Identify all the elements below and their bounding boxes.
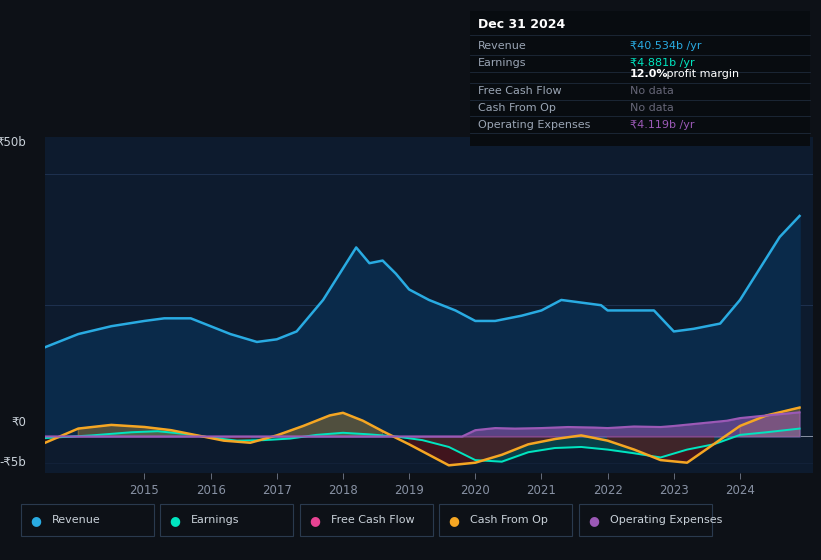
Text: Cash From Op: Cash From Op [470,515,548,525]
Text: Revenue: Revenue [478,41,526,51]
Text: ₹0: ₹0 [11,416,26,430]
Text: Earnings: Earnings [478,58,526,68]
Text: Dec 31 2024: Dec 31 2024 [478,18,565,31]
Text: ●: ● [169,514,181,527]
Text: No data: No data [630,86,673,96]
Text: ₹50b: ₹50b [0,136,26,150]
Text: profit margin: profit margin [663,69,739,80]
Text: Revenue: Revenue [52,515,100,525]
Text: Earnings: Earnings [191,515,240,525]
Text: ●: ● [448,514,460,527]
Text: No data: No data [630,103,673,113]
Text: 12.0%: 12.0% [630,69,668,80]
Text: Cash From Op: Cash From Op [478,103,556,113]
Text: ●: ● [309,514,320,527]
Text: ₹40.534b /yr: ₹40.534b /yr [630,41,701,51]
Text: ●: ● [30,514,41,527]
Text: ₹4.119b /yr: ₹4.119b /yr [630,120,695,130]
Text: Free Cash Flow: Free Cash Flow [478,86,562,96]
Text: -₹5b: -₹5b [0,455,26,469]
Text: ₹4.881b /yr: ₹4.881b /yr [630,58,695,68]
Text: ●: ● [588,514,599,527]
Text: Operating Expenses: Operating Expenses [610,515,722,525]
Text: Free Cash Flow: Free Cash Flow [331,515,415,525]
Text: Operating Expenses: Operating Expenses [478,120,590,130]
